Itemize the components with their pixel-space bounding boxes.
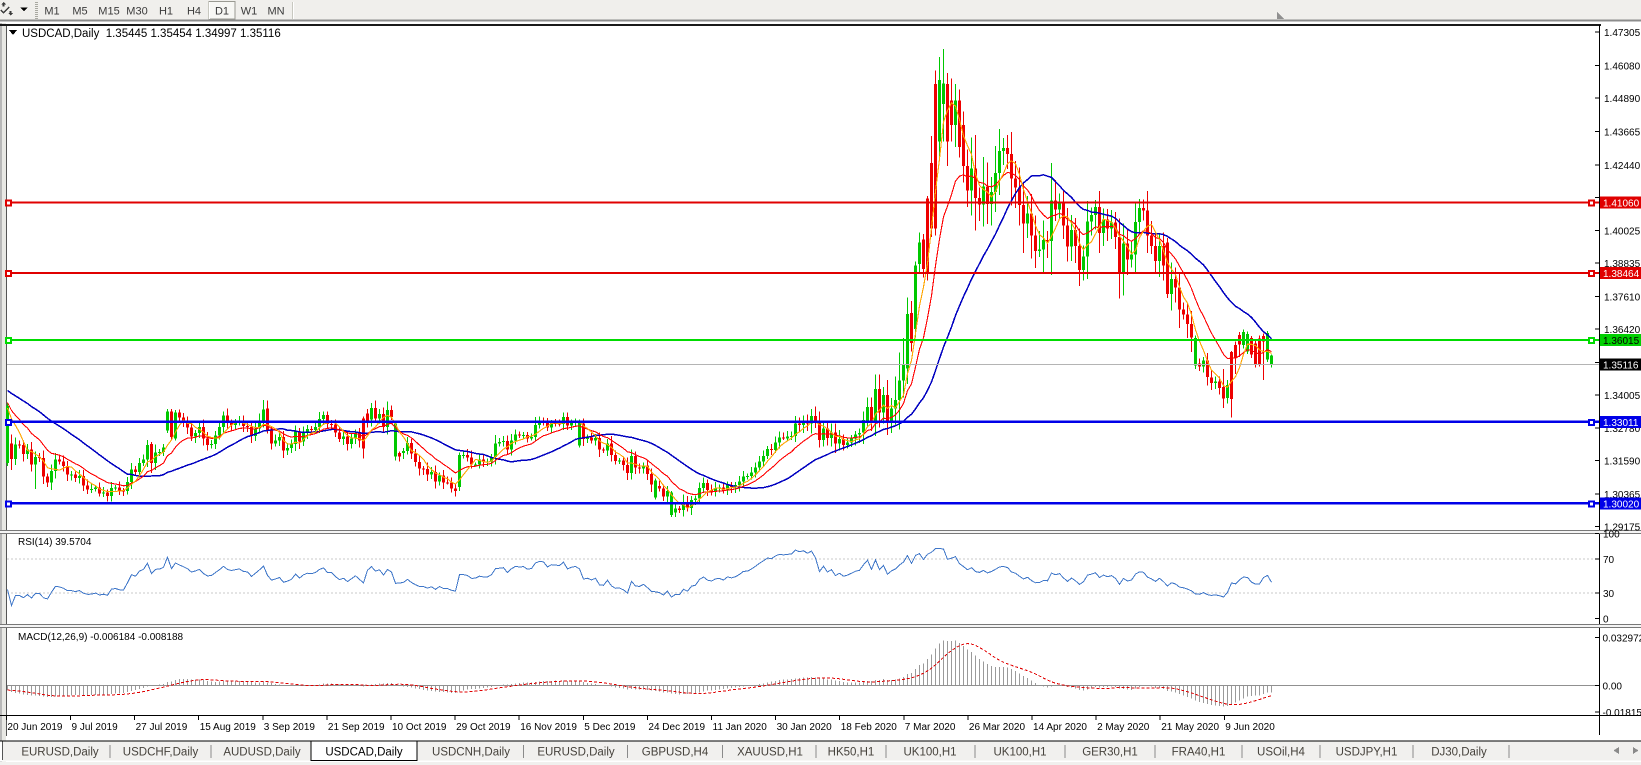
svg-text:M15: M15 <box>98 6 119 18</box>
svg-text:GBPUSD,H4: GBPUSD,H4 <box>642 747 709 759</box>
svg-text:1.46080: 1.46080 <box>1604 62 1641 73</box>
svg-text:H4: H4 <box>187 6 201 18</box>
svg-text:30: 30 <box>1603 589 1615 600</box>
svg-text:1.35116: 1.35116 <box>1603 361 1639 372</box>
svg-text:1.41060: 1.41060 <box>1603 199 1640 210</box>
svg-text:M5: M5 <box>72 6 87 18</box>
svg-text:AUDUSD,Daily: AUDUSD,Daily <box>223 747 301 759</box>
svg-text:9 Jul 2019: 9 Jul 2019 <box>72 722 119 733</box>
svg-text:W1: W1 <box>241 6 258 18</box>
svg-text:GER30,H1: GER30,H1 <box>1082 747 1138 759</box>
svg-text:HK50,H1: HK50,H1 <box>828 747 875 759</box>
svg-text:EURUSD,Daily: EURUSD,Daily <box>537 747 615 759</box>
svg-text:100: 100 <box>1603 530 1620 541</box>
svg-text:0.032972: 0.032972 <box>1603 633 1641 644</box>
svg-text:-0.018154: -0.018154 <box>1603 708 1641 719</box>
svg-text:DJ30,Daily: DJ30,Daily <box>1431 747 1487 759</box>
svg-text:10 Oct 2019: 10 Oct 2019 <box>392 722 447 733</box>
svg-text:M1: M1 <box>44 6 59 18</box>
svg-text:USDJPY,H1: USDJPY,H1 <box>1336 747 1398 759</box>
svg-text:UK100,H1: UK100,H1 <box>903 747 956 759</box>
svg-text:USDCAD,Daily 1.35445 1.35454: USDCAD,Daily 1.35445 1.35454 1.34997 1.3… <box>22 28 281 40</box>
svg-text:18 Feb 2020: 18 Feb 2020 <box>841 722 898 733</box>
svg-text:0.00: 0.00 <box>1603 681 1623 692</box>
svg-text:21 May 2020: 21 May 2020 <box>1161 722 1219 733</box>
svg-text:M30: M30 <box>126 6 147 18</box>
svg-text:1.31590: 1.31590 <box>1604 457 1641 468</box>
svg-text:1.42440: 1.42440 <box>1604 161 1641 172</box>
svg-text:D1: D1 <box>215 6 229 18</box>
svg-text:FRA40,H1: FRA40,H1 <box>1172 747 1226 759</box>
svg-text:1.44890: 1.44890 <box>1604 94 1641 105</box>
svg-text:7 Mar 2020: 7 Mar 2020 <box>905 722 956 733</box>
svg-text:1.36420: 1.36420 <box>1604 325 1641 336</box>
svg-text:1.34005: 1.34005 <box>1604 391 1641 402</box>
svg-text:1.32780: 1.32780 <box>1604 424 1641 435</box>
svg-text:3 Sep 2019: 3 Sep 2019 <box>264 722 316 733</box>
svg-text:UK100,H1: UK100,H1 <box>993 747 1046 759</box>
svg-text:USOil,H4: USOil,H4 <box>1257 747 1306 759</box>
svg-text:H1: H1 <box>159 6 173 18</box>
svg-text:1.43665: 1.43665 <box>1604 127 1641 138</box>
svg-text:1.30365: 1.30365 <box>1604 490 1641 501</box>
svg-text:70: 70 <box>1603 555 1615 566</box>
svg-text:1.36015: 1.36015 <box>1603 336 1640 347</box>
svg-text:24 Dec 2019: 24 Dec 2019 <box>648 722 705 733</box>
svg-text:5 Dec 2019: 5 Dec 2019 <box>584 722 636 733</box>
svg-text:1.38464: 1.38464 <box>1603 269 1640 280</box>
svg-text:1.33011: 1.33011 <box>1603 418 1639 429</box>
svg-text:1.30020: 1.30020 <box>1603 499 1640 510</box>
svg-text:MACD(12,26,9) -0.006184 -0.008: MACD(12,26,9) -0.006184 -0.008188 <box>18 632 184 643</box>
svg-text:USDCHF,Daily: USDCHF,Daily <box>123 747 199 759</box>
svg-text:MN: MN <box>267 6 284 18</box>
svg-text:15 Aug 2019: 15 Aug 2019 <box>200 722 257 733</box>
svg-text:USDCAD,Daily: USDCAD,Daily <box>325 747 403 759</box>
svg-text:1.38835: 1.38835 <box>1604 259 1641 270</box>
svg-text:16 Nov 2019: 16 Nov 2019 <box>520 722 577 733</box>
svg-text:26 Mar 2020: 26 Mar 2020 <box>969 722 1026 733</box>
svg-text:1.29175: 1.29175 <box>1604 523 1641 534</box>
svg-text:1.37610: 1.37610 <box>1604 293 1641 304</box>
svg-text:RSI(14) 39.5704: RSI(14) 39.5704 <box>18 537 92 548</box>
svg-text:30 Jan 2020: 30 Jan 2020 <box>777 722 832 733</box>
svg-text:XAUUSD,H1: XAUUSD,H1 <box>737 747 803 759</box>
svg-text:1.40025: 1.40025 <box>1604 227 1641 238</box>
svg-text:27 Jul 2019: 27 Jul 2019 <box>136 722 188 733</box>
svg-text:USDCNH,Daily: USDCNH,Daily <box>432 747 510 759</box>
svg-text:29 Oct 2019: 29 Oct 2019 <box>456 722 511 733</box>
svg-text:2 May 2020: 2 May 2020 <box>1097 722 1150 733</box>
svg-text:0: 0 <box>1603 615 1609 626</box>
svg-text:20 Jun 2019: 20 Jun 2019 <box>7 722 62 733</box>
svg-text:11 Jan 2020: 11 Jan 2020 <box>713 722 768 733</box>
svg-text:21 Sep 2019: 21 Sep 2019 <box>328 722 385 733</box>
svg-text:14 Apr 2020: 14 Apr 2020 <box>1033 722 1087 733</box>
svg-text:1.47305: 1.47305 <box>1604 28 1641 39</box>
svg-text:EURUSD,Daily: EURUSD,Daily <box>21 747 99 759</box>
svg-text:9 Jun 2020: 9 Jun 2020 <box>1225 722 1275 733</box>
